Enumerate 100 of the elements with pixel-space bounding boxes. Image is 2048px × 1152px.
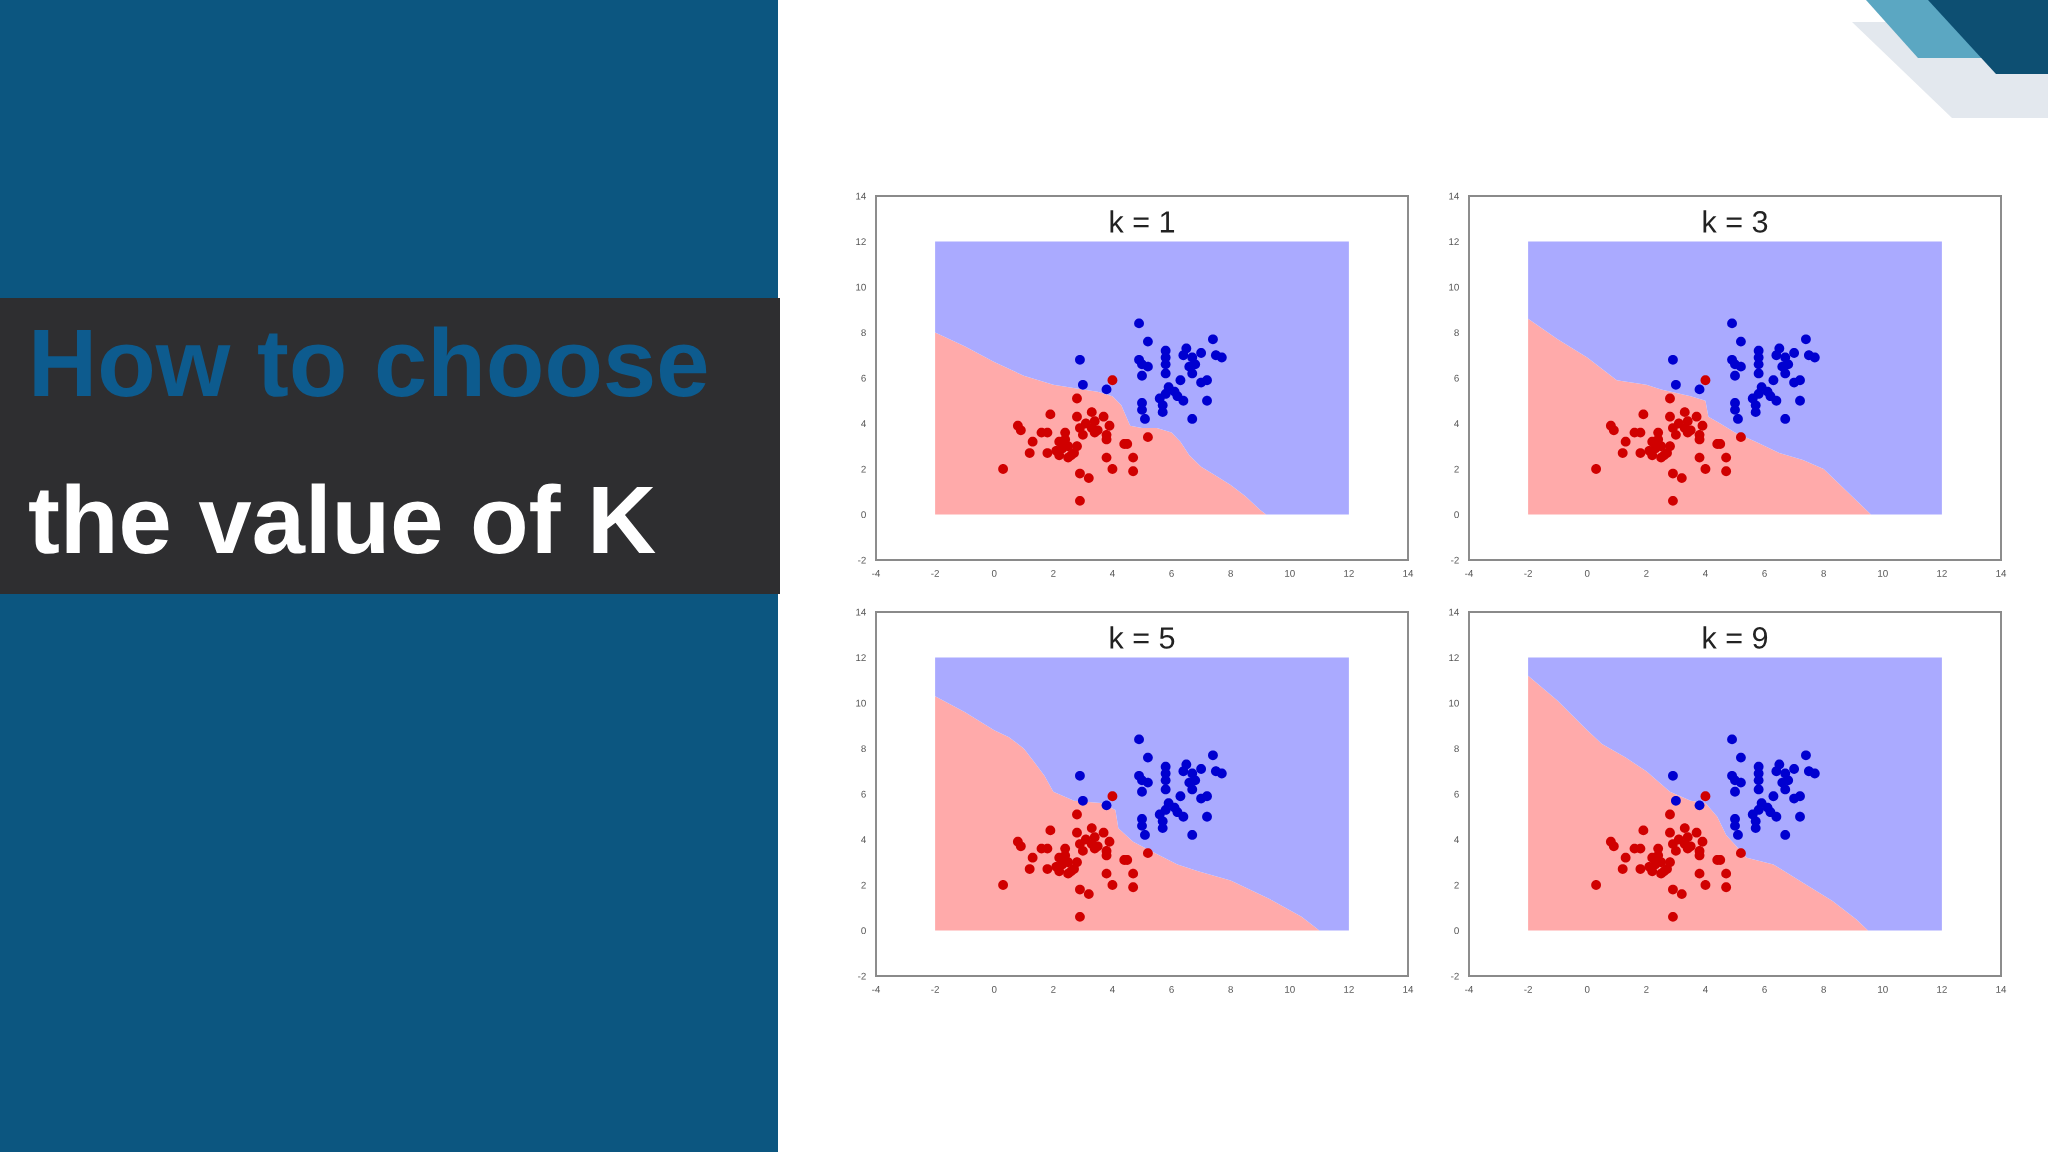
- y-tick-label: 4: [861, 836, 866, 844]
- point: [1128, 452, 1139, 463]
- x-tick-label: -4: [1465, 570, 1474, 577]
- point: [1736, 432, 1746, 443]
- point: [1668, 495, 1678, 506]
- x-tick-label: 10: [1878, 569, 1888, 577]
- point: [1736, 777, 1746, 788]
- point: [1670, 795, 1681, 806]
- x-tick-label: 6: [1169, 985, 1174, 993]
- point: [1187, 414, 1198, 424]
- text: the value of K: [29, 483, 656, 554]
- point: [1128, 868, 1139, 879]
- point: [1668, 911, 1678, 922]
- point: [1670, 845, 1681, 856]
- point: [1668, 354, 1678, 365]
- point: [1202, 395, 1212, 406]
- point: [1750, 823, 1761, 834]
- point: [1700, 880, 1711, 890]
- point: [1700, 791, 1711, 802]
- point: [1665, 857, 1675, 868]
- y-tick-label: 2: [861, 465, 866, 473]
- point: [1777, 361, 1788, 372]
- point: [1101, 800, 1112, 811]
- x-tick-label: 4: [1109, 570, 1115, 577]
- point: [1762, 386, 1773, 397]
- x-tick-label: -2: [931, 985, 939, 993]
- point: [1137, 786, 1147, 797]
- x-tick-label: -2: [1524, 569, 1532, 577]
- point: [1665, 411, 1675, 422]
- point: [1024, 864, 1035, 874]
- point: [1143, 432, 1153, 443]
- point: [1753, 368, 1764, 379]
- chart-title: k = 1: [1110, 210, 1175, 233]
- point: [1697, 836, 1708, 847]
- x-tick-label: -2: [931, 569, 939, 577]
- point: [1140, 414, 1150, 424]
- y-tick-label: 12: [856, 238, 866, 246]
- x-tick-label: 12: [1937, 569, 1947, 577]
- point: [1160, 368, 1171, 379]
- point: [1101, 868, 1112, 879]
- y-tick-label: 0: [1454, 927, 1459, 935]
- point: [1178, 350, 1189, 361]
- point: [1679, 407, 1690, 418]
- point: [1072, 393, 1082, 404]
- x-tick-label: 4: [1109, 986, 1115, 993]
- point: [1638, 409, 1649, 420]
- point: [1694, 384, 1705, 395]
- point: [1721, 452, 1732, 463]
- point: [1736, 752, 1746, 763]
- y-tick-label: -2: [1451, 556, 1459, 564]
- x-tick-label: -4: [872, 986, 881, 993]
- y-tick-label: 8: [1454, 329, 1459, 337]
- y-tick-label: 0: [861, 511, 866, 519]
- point: [1086, 407, 1097, 418]
- point: [1178, 766, 1189, 777]
- point: [1789, 348, 1800, 358]
- point: [1072, 809, 1082, 820]
- point: [998, 464, 1008, 474]
- point: [1101, 384, 1112, 395]
- x-tick-label: -2: [1524, 985, 1532, 993]
- point: [1143, 361, 1153, 372]
- x-tick-label: 2: [1051, 569, 1056, 577]
- x-tick-label: 14: [1403, 986, 1414, 993]
- point: [1620, 852, 1631, 863]
- x-tick-label: 0: [1584, 569, 1590, 577]
- point: [1676, 889, 1687, 900]
- point: [1668, 468, 1678, 479]
- point: [1721, 868, 1732, 879]
- y-tick-label: 14: [1449, 608, 1459, 616]
- point: [998, 880, 1008, 890]
- point: [1691, 411, 1702, 422]
- y-tick-label: 4: [861, 420, 866, 428]
- point: [1777, 777, 1788, 788]
- point: [1617, 864, 1628, 874]
- point: [1679, 423, 1690, 433]
- x-tick-label: 4: [1702, 570, 1708, 577]
- y-tick-label: -2: [858, 972, 866, 980]
- point: [1169, 386, 1180, 397]
- point: [1694, 800, 1705, 811]
- y-tick-label: 8: [1454, 745, 1459, 753]
- point: [1733, 830, 1743, 840]
- y-tick-label: 2: [1454, 881, 1459, 889]
- point: [1075, 468, 1085, 479]
- y-tick-label: 6: [1454, 374, 1459, 382]
- point: [1771, 395, 1782, 406]
- y-tick-label: 6: [861, 790, 866, 798]
- point: [1668, 770, 1678, 781]
- point: [1178, 811, 1189, 822]
- point: [1665, 393, 1675, 404]
- point: [1780, 414, 1791, 424]
- point: [1045, 825, 1056, 836]
- point: [1128, 882, 1139, 893]
- point: [1077, 795, 1088, 806]
- point: [1143, 336, 1153, 347]
- point: [1730, 786, 1740, 797]
- point: [1072, 411, 1082, 422]
- point: [1771, 811, 1782, 822]
- point: [1175, 375, 1186, 386]
- point: [1143, 752, 1153, 763]
- point: [1216, 768, 1227, 779]
